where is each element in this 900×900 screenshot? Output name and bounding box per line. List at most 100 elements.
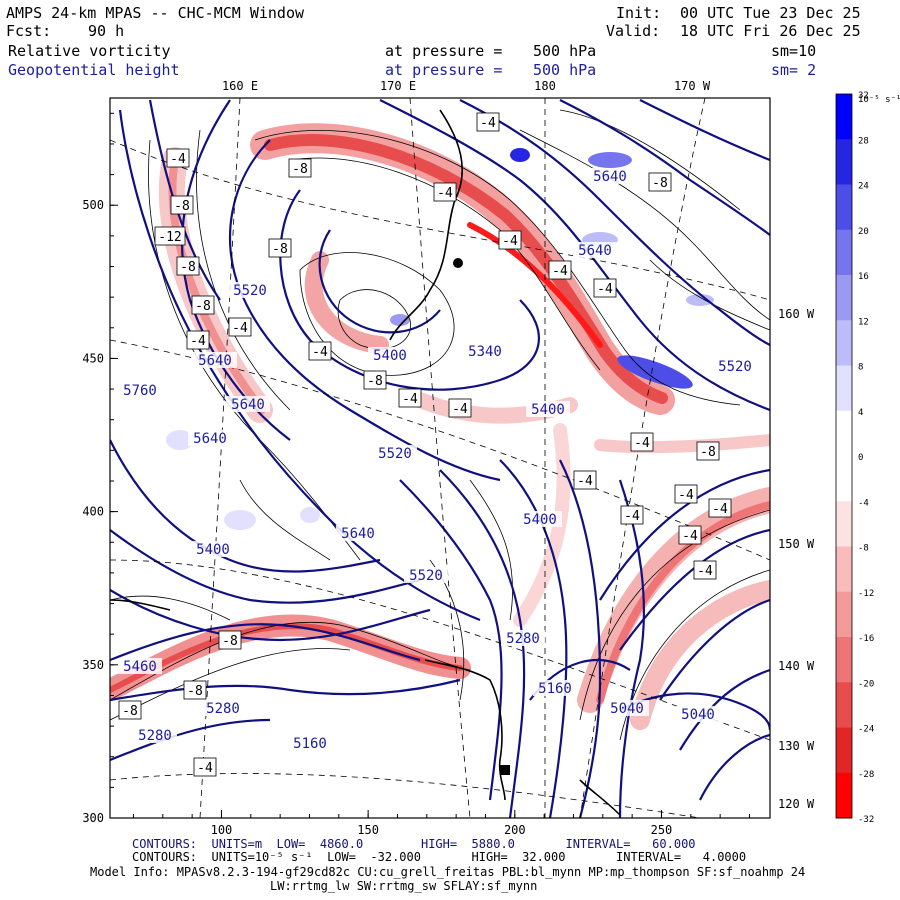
- colorbar-tick-label: 12: [858, 317, 869, 327]
- vorticity-label-box: [191, 295, 215, 315]
- plot-area: [110, 98, 770, 818]
- x-tick-label: 250: [651, 823, 673, 837]
- y-axis: 300 350 400 450 500: [82, 112, 118, 825]
- height-contour-label: 5640: [198, 353, 232, 369]
- height-label-bg: [573, 242, 617, 258]
- vorticity-contour-label: -4: [452, 402, 468, 417]
- colorbar-segment: [836, 456, 852, 502]
- height-contour-label: 5640: [341, 526, 375, 542]
- vorticity-label-box: [193, 757, 217, 777]
- height-contour-label: 5280: [206, 701, 240, 717]
- vorticity-contour-label: -8: [174, 199, 190, 214]
- vorticity-contour-label: -4: [682, 529, 698, 544]
- height-label-bg: [463, 343, 507, 359]
- init-value: 00 UTC Tue 23 Dec 25: [680, 4, 861, 22]
- colorbar-segment: [836, 365, 852, 412]
- vorticity-label-box: [696, 441, 720, 461]
- field1-level-value: 500 hPa: [533, 42, 597, 60]
- x-tick-label: 100: [211, 823, 233, 837]
- height-label-bg: [518, 511, 562, 527]
- height-label-bg: [118, 382, 162, 398]
- height-label-bg: [605, 700, 649, 716]
- height-label-bg: [133, 727, 177, 743]
- right-longitude-label: 150 W: [778, 537, 815, 551]
- vorticity-contour-label: -4: [402, 392, 418, 407]
- vorticity-contour-label: -8: [195, 299, 211, 314]
- top-longitude-label: 180: [534, 79, 556, 93]
- colorbar-tick-label: -4: [858, 498, 869, 508]
- valid-value: 18 UTC Fri 26 Dec 25: [680, 22, 861, 40]
- valid-label: Valid:: [606, 22, 661, 40]
- init-label: Init:: [616, 4, 662, 22]
- height-label-bg: [288, 735, 332, 751]
- height-contour-label: 5400: [531, 402, 565, 418]
- y-tick-label: 400: [82, 505, 104, 519]
- height-contour-label: 5640: [578, 243, 612, 259]
- height-label-bg: [588, 168, 632, 184]
- colorbar-tick-label: -8: [858, 544, 869, 554]
- height-label-bg: [228, 282, 272, 298]
- height-label-bg: [404, 567, 448, 583]
- height-contour-label: 5400: [373, 348, 407, 364]
- model-info: Model Info: MPASv8.2.3-194-gf29cd82c CU:…: [90, 865, 806, 879]
- vorticity-contour-label: -4: [312, 345, 328, 360]
- x-tick-label: 150: [357, 823, 379, 837]
- model-title: AMPS 24-km MPAS -- CHC-MCM Window: [6, 4, 305, 22]
- height-label-bg: [713, 358, 757, 374]
- vorticity-contour-label: -4: [678, 488, 694, 503]
- vorticity-contour-label: -4: [480, 116, 496, 131]
- vorticity-label-box: [678, 525, 702, 545]
- right-longitude-label: 130 W: [778, 739, 815, 753]
- y-tick-label: 500: [82, 198, 104, 212]
- vorticity-contour-label: -8: [700, 445, 716, 460]
- y-tick-label: 300: [82, 811, 104, 825]
- vorticity-label-box: [363, 370, 387, 390]
- forecast-value: 90 h: [88, 22, 125, 40]
- height-label-bg: [336, 525, 380, 541]
- vorticity-contour-label: -4: [634, 436, 650, 451]
- height-contour-label: 5520: [409, 568, 443, 584]
- vorticity-contour-label: -4: [190, 334, 206, 349]
- top-longitude-label: 160 E: [222, 79, 258, 93]
- vorticity-contour-label: -8: [180, 260, 196, 275]
- vorticity-contour-label: -4: [697, 564, 713, 579]
- vorticity-label-layer: -4-8-8-12-8-8-4-4-8-4-4-8-4-8-4-4-4-4-4-…: [118, 112, 732, 777]
- station-marker: [453, 258, 463, 268]
- colorbar-tick-label: 8: [858, 363, 863, 373]
- vorticity-contour-info: CONTOURS: UNITS=10⁻⁵ s⁻¹ LOW= -32.000 HI…: [132, 850, 747, 864]
- colorbar-segment: [836, 320, 852, 366]
- colorbar-segment: [836, 727, 852, 774]
- right-longitude-label: 160 W: [778, 307, 815, 321]
- x-tick-label: 200: [504, 823, 526, 837]
- colorbar-segment: [836, 501, 852, 547]
- colorbar-segment: [836, 637, 852, 683]
- top-longitude-label: 170 E: [380, 79, 416, 93]
- height-label-bg: [368, 347, 412, 363]
- height-label-bg: [526, 401, 570, 417]
- vorticity-contour-label: -4: [502, 234, 518, 249]
- height-contour-label: 5640: [593, 169, 627, 185]
- colorbar-tick-label: 4: [858, 408, 863, 418]
- height-label-bg: [191, 541, 235, 557]
- vorticity-label-box: [593, 278, 617, 298]
- vorticity-label-box: [218, 630, 242, 650]
- height-contour-label: 5640: [231, 397, 265, 413]
- vorticity-contour-label: -4: [170, 152, 186, 167]
- vorticity-label-box: [170, 195, 194, 215]
- colorbar-segment: [836, 184, 852, 231]
- height-contour-label: 5280: [138, 728, 172, 744]
- vorticity-contour-label: -4: [232, 321, 248, 336]
- vorticity-contour-label: -8: [367, 374, 383, 389]
- vorticity-label-box: [498, 230, 522, 250]
- height-contour-label: 5160: [293, 736, 327, 752]
- vorticity-label-box: [476, 112, 500, 132]
- colorbar-segment: [836, 546, 852, 593]
- vorticity-contour-label: -4: [552, 264, 568, 279]
- vorticity-label-box: [308, 341, 332, 361]
- height-label-bg: [118, 658, 162, 674]
- vorticity-label-box: [228, 317, 252, 337]
- height-contour-label: 5520: [378, 446, 412, 462]
- colorbar-segment: [836, 94, 852, 140]
- colorbar-segment: [836, 275, 852, 321]
- height-contour-label: 5640: [193, 431, 227, 447]
